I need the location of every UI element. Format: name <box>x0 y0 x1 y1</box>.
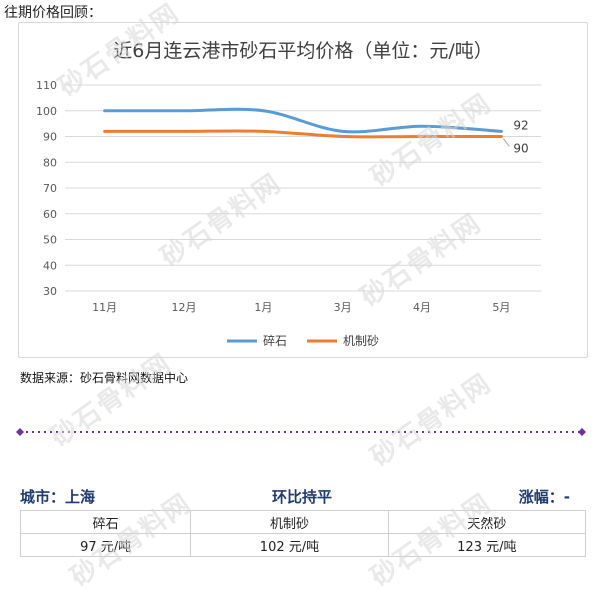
y-tick-label: 70 <box>43 182 57 195</box>
section-heading: 往期价格回顾： <box>4 2 102 22</box>
y-tick-label: 80 <box>43 156 57 169</box>
end-data-label: 90 <box>513 142 528 156</box>
y-tick-label: 90 <box>43 131 57 144</box>
change-label: 涨幅：- <box>519 486 570 507</box>
watermark: 砂石骨料网 <box>362 363 498 474</box>
city-label: 城市：上海 <box>20 486 95 507</box>
price-summary-bar: 城市：上海 环比持平 涨幅：- <box>20 486 586 510</box>
x-tick-label: 5月 <box>492 301 510 314</box>
legend-label: 机制砂 <box>343 334 379 348</box>
y-tick-label: 100 <box>36 105 57 118</box>
trend-label: 环比持平 <box>272 486 332 507</box>
end-data-label: 92 <box>513 118 528 132</box>
y-tick-label: 30 <box>43 285 57 298</box>
legend-label: 碎石 <box>263 333 287 348</box>
divider-left-diamond <box>16 428 24 436</box>
y-tick-label: 40 <box>43 259 57 272</box>
table-header-cell: 机制砂 <box>191 511 388 534</box>
divider-right-diamond <box>578 428 586 436</box>
price-table-header-row: 碎石 机制砂 天然砂 <box>21 511 586 534</box>
x-tick-label: 12月 <box>172 301 197 314</box>
x-tick-label: 3月 <box>334 301 352 314</box>
y-tick-label: 50 <box>43 234 57 247</box>
x-tick-label: 11月 <box>92 301 117 314</box>
x-tick-label: 1月 <box>254 301 272 314</box>
end-label-leader <box>503 139 509 147</box>
table-value-cell: 102 元/吨 <box>191 534 388 557</box>
x-tick-label: 4月 <box>413 301 431 314</box>
chart-title: 近6月连云港市砂石平均价格（单位：元/吨） <box>113 40 493 62</box>
y-tick-label: 110 <box>36 79 57 92</box>
y-tick-label: 60 <box>43 208 57 221</box>
